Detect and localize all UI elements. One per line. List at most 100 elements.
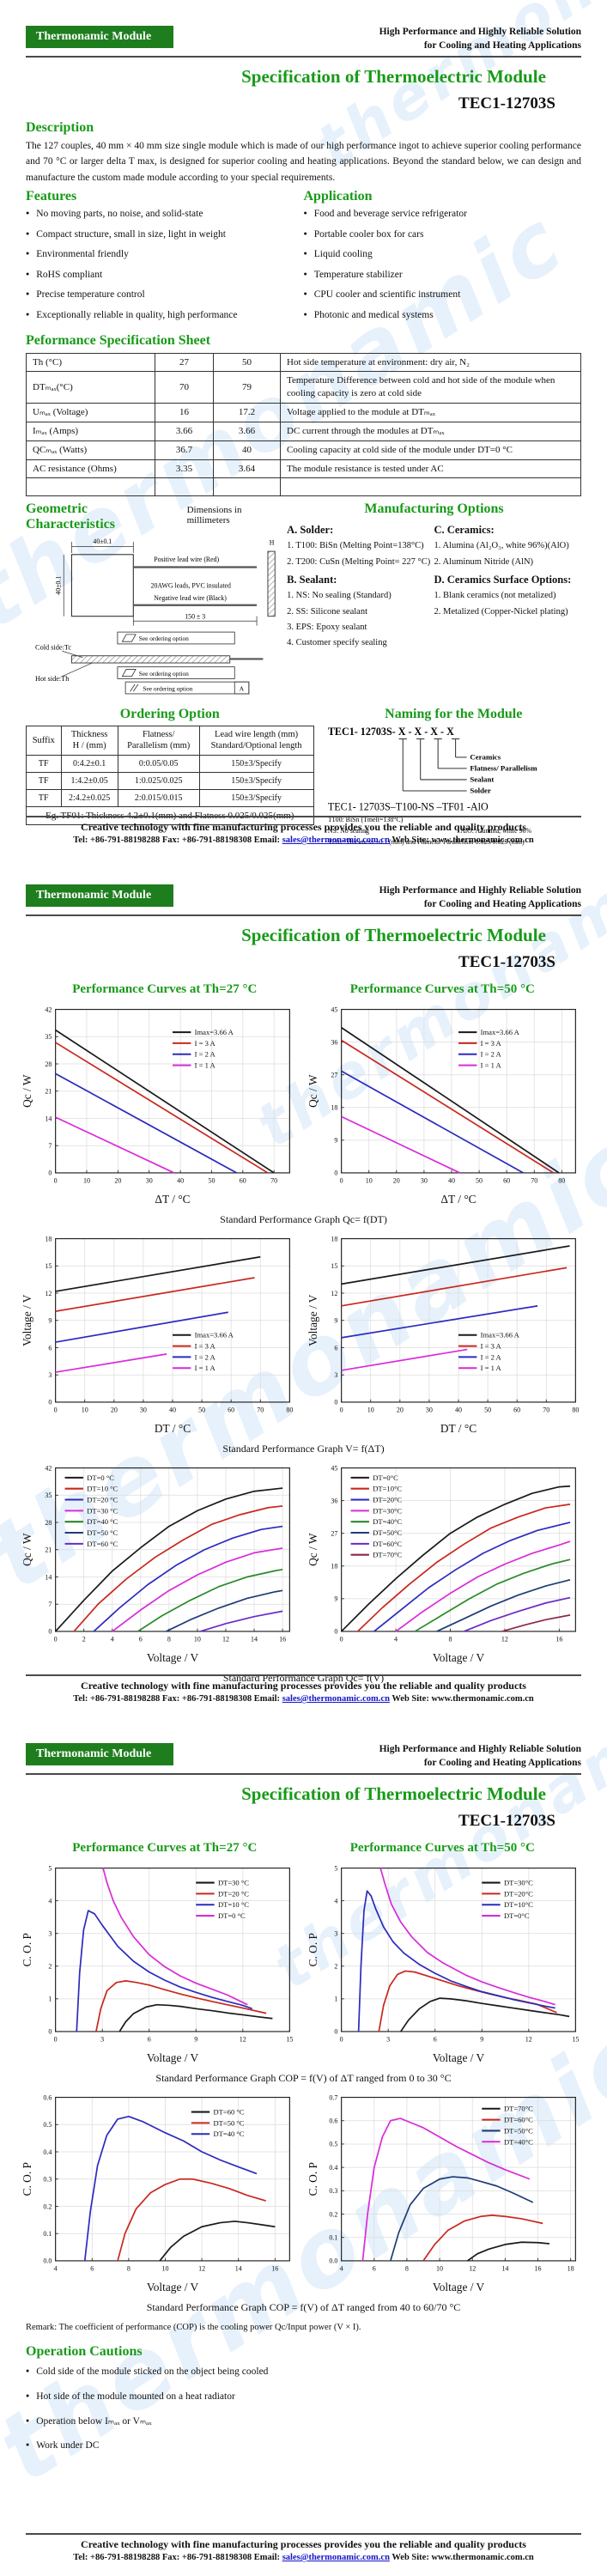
svg-text:27: 27	[331, 1529, 337, 1537]
features-list: No moving parts, no noise, and solid-sta…	[26, 204, 304, 325]
svg-text:18: 18	[331, 1563, 337, 1571]
table-cell	[155, 477, 214, 497]
footer-email-link[interactable]: sales@thermonamic.com.cn	[282, 835, 390, 845]
svg-text:0: 0	[48, 2028, 52, 2036]
chart-qc-dt-th50: 0 10 20 30 40 50 60 70 80 0 9 18 27 36 45 ΔT / °C Qc / W…	[307, 1002, 586, 1213]
svg-text:5: 5	[334, 1864, 337, 1872]
table-cell: Temperature Difference between cold and …	[280, 371, 581, 404]
header-tagline: High Performance and Highly Reliable Sol…	[379, 26, 581, 52]
footer-email-link[interactable]: sales@thermonamic.com.cn	[282, 1694, 390, 1704]
table-cell: 3.66	[155, 421, 214, 441]
svg-text:DT=10 °C: DT=10 °C	[87, 1485, 118, 1493]
svg-text:8: 8	[167, 1636, 171, 1643]
table-cell	[280, 477, 581, 497]
svg-text:20: 20	[111, 1406, 118, 1414]
svg-text:DT=30°C: DT=30°C	[373, 1506, 402, 1515]
feature-item: Exceptionally reliable in quality, high …	[26, 306, 304, 326]
table-cell: 3.35	[155, 459, 214, 479]
svg-text:20: 20	[397, 1406, 404, 1414]
svg-text:18: 18	[331, 1104, 337, 1112]
svg-text:12: 12	[331, 1290, 337, 1297]
solder-list: 1. T100: BiSn (Melting Point=138°C) 2. T2…	[287, 538, 434, 570]
svg-text:70: 70	[531, 1177, 537, 1185]
footer-contacts: Tel: +86-791-88198288 Fax: +86-791-88198…	[26, 835, 581, 845]
svg-text:3: 3	[334, 1930, 337, 1938]
svg-text:I = 1 A: I = 1 A	[480, 1364, 501, 1372]
chart-canvas: 0 10 20 30 40 50 60 70 80 0 3 6 9 12 15 18 DT / °C Voltag…	[21, 1235, 293, 1435]
footer-contacts-post: Web Site: www.thermonamic.com.cn	[389, 1694, 534, 1704]
svg-text:80: 80	[286, 1406, 293, 1414]
svg-text:12: 12	[198, 2265, 205, 2273]
ordering-box-1-label: See ordering option	[139, 635, 189, 643]
page-3: thermonamic thermonamic Thermonamic Modu…	[0, 1717, 607, 2576]
solder-label: A. Solder:	[287, 524, 334, 537]
table-cell: DC current through the modules at DTₘₐₓ	[280, 421, 581, 441]
svg-text:0.3: 0.3	[43, 2176, 52, 2184]
tagline-line1: High Performance and Highly Reliable Sol…	[379, 27, 581, 37]
surface-option: 1. Blank ceramics (not metalized)	[434, 591, 556, 601]
footer-email-link[interactable]: sales@thermonamic.com.cn	[282, 2553, 390, 2562]
svg-text:DT=20 °C: DT=20 °C	[218, 1889, 249, 1898]
svg-text:0: 0	[334, 1399, 337, 1406]
caption-cop-high: Standard Performance Graph COP = f(V) of…	[146, 2301, 461, 2313]
table-cell	[213, 477, 281, 497]
branch-solder: Solder	[470, 787, 491, 795]
footer-contacts: Tel: +86-791-88198288 Fax: +86-791-88198…	[26, 2553, 581, 2562]
table-cell: 3.66	[213, 421, 281, 441]
table-cell: QCₘₐₓ (Watts)	[26, 440, 155, 460]
operation-cautions-heading: Operation Cautions	[26, 2344, 143, 2359]
svg-text:16: 16	[271, 2265, 278, 2273]
svg-text:0: 0	[54, 1636, 58, 1643]
svg-text:2: 2	[334, 1963, 337, 1971]
table-cell: Iₘₐₓ (Amps)	[26, 421, 155, 441]
svg-text:6: 6	[48, 1344, 52, 1352]
svg-text:14: 14	[251, 1636, 258, 1643]
svg-text:6: 6	[148, 2036, 151, 2044]
feature-item: Precise temperature control	[26, 285, 304, 306]
svg-text:DT=30 °C: DT=30 °C	[218, 1879, 249, 1887]
svg-text:0.6: 0.6	[43, 2093, 52, 2101]
svg-text:DT=60 °C: DT=60 °C	[87, 1540, 118, 1548]
table-cell: DTₘₐₓ(°C)	[26, 371, 155, 404]
table-row: TF 0:4.2±0.1 0:0.05/0.05 150±3/Specify	[26, 755, 314, 774]
svg-text:Voltage / V: Voltage / V	[21, 1294, 33, 1346]
surface-option: 2. Metalized (Copper-Nickel plating)	[434, 606, 568, 617]
svg-text:35: 35	[45, 1033, 52, 1041]
svg-text:4: 4	[54, 2265, 58, 2273]
svg-text:12: 12	[501, 1636, 508, 1643]
table-header-row: Suffix Thickness H / (mm) Flatness/Parallel…	[26, 725, 314, 756]
svg-text:16: 16	[534, 2265, 541, 2273]
page-header: Thermonamic Module High Performance and …	[0, 1717, 607, 1770]
header-tagline: High Performance and Highly Reliable Sol…	[379, 1743, 581, 1770]
svg-text:DT=70°C: DT=70°C	[373, 1551, 402, 1559]
geometric-heading: Geometric Characteristics	[26, 501, 115, 532]
svg-text:0.2: 0.2	[43, 2202, 52, 2210]
svg-text:DT=40 °C: DT=40 °C	[213, 2129, 244, 2138]
brand-label: Thermonamic Module	[36, 1747, 152, 1760]
manufacturing-heading: Manufacturing Options	[364, 501, 504, 517]
svg-text:2: 2	[82, 1636, 86, 1643]
footer-contacts-pre: Tel: +86-791-88198288 Fax: +86-791-88198…	[73, 1694, 282, 1704]
branch-sealant: Sealant	[470, 775, 494, 784]
table-cell: Th (°C)	[26, 352, 155, 373]
svg-text:12: 12	[525, 2036, 532, 2044]
svg-text:6: 6	[373, 2265, 376, 2273]
features-heading: Features	[26, 189, 77, 204]
curves-50-heading: Performance Curves at Th=50 °C	[349, 1841, 535, 1856]
operation-cautions-list: Cold side of the module sticked on the o…	[26, 2360, 581, 2458]
svg-text:ΔT / °C: ΔT / °C	[440, 1193, 476, 1206]
svg-text:40: 40	[455, 1406, 462, 1414]
operation-cautions-section: Operation Cautions Cold side of the modu…	[26, 2344, 581, 2458]
svg-text:36: 36	[331, 1038, 337, 1046]
svg-text:27: 27	[331, 1072, 337, 1079]
svg-text:DT=50 °C: DT=50 °C	[213, 2118, 244, 2127]
negative-wire-label: Negative lead wire (Black)	[154, 595, 227, 603]
svg-text:6: 6	[434, 2036, 437, 2044]
table-cell: Hot side temperature at environment: dry…	[280, 352, 581, 373]
sealant-option: 3. EPS: Epoxy sealant	[287, 622, 367, 632]
header-tagline: High Performance and Highly Reliable Sol…	[379, 884, 581, 911]
svg-text:8: 8	[127, 2265, 131, 2273]
svg-text:15: 15	[286, 2036, 293, 2044]
sealant-list: 1. NS: No sealing (Standard) 2. SS: Silic…	[287, 588, 434, 652]
h-dim-label: H	[270, 539, 275, 547]
